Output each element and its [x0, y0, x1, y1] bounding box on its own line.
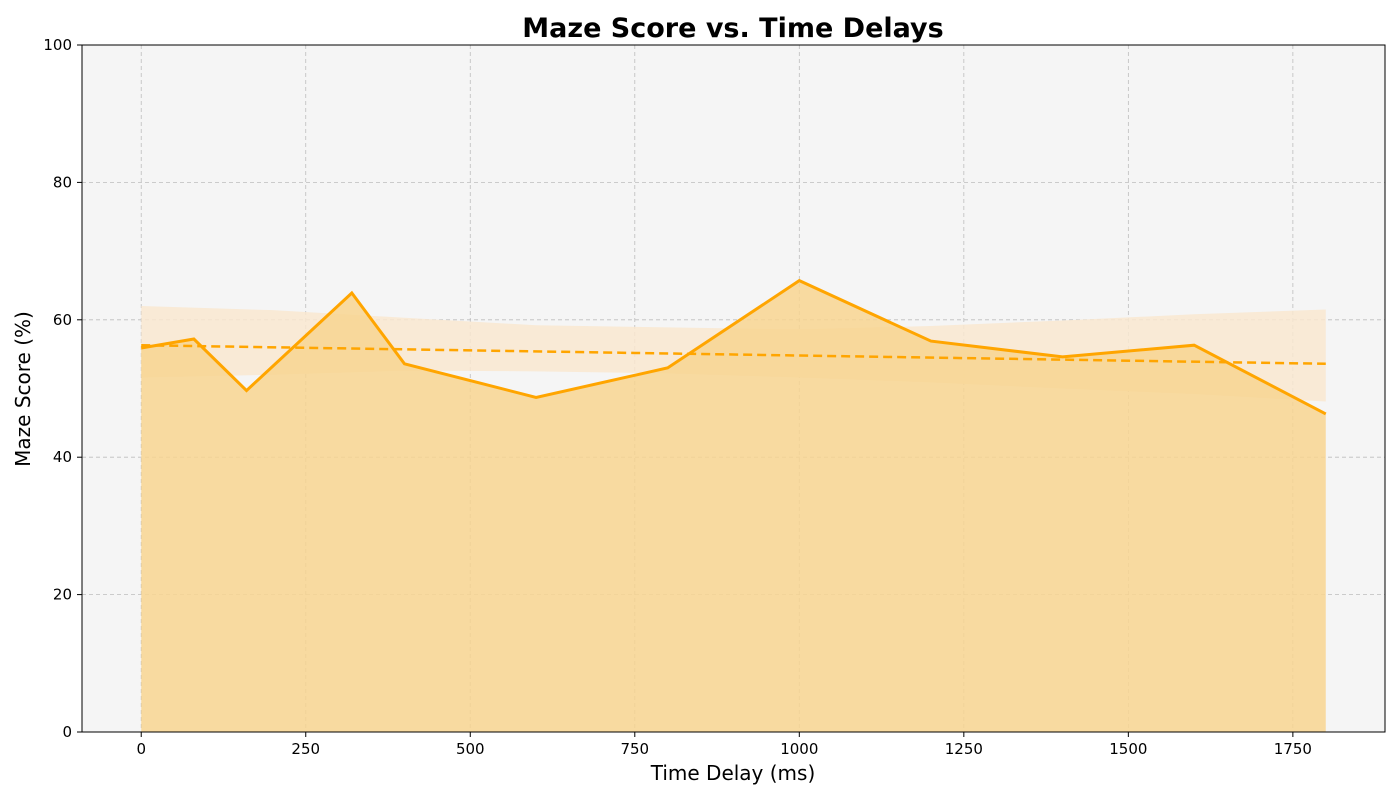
x-axis-ticks: 0 250 500 750 1000 1250 1500 1750: [136, 732, 1312, 758]
y-axis-label: Maze Score (%): [11, 311, 35, 467]
area-under-line: [141, 280, 1326, 732]
y-tick-label: 0: [62, 723, 72, 741]
x-tick-label: 250: [291, 740, 320, 758]
y-axis-ticks: 0 20 40 60 80 100: [43, 36, 82, 741]
y-tick-label: 20: [53, 586, 72, 604]
x-tick-label: 1750: [1274, 740, 1312, 758]
x-axis-label: Time Delay (ms): [650, 761, 816, 785]
x-tick-label: 1000: [780, 740, 818, 758]
x-tick-label: 1500: [1109, 740, 1147, 758]
y-tick-label: 60: [53, 311, 72, 329]
x-tick-label: 0: [136, 740, 146, 758]
plot-frame: [81, 44, 1386, 733]
y-tick-label: 80: [53, 173, 72, 191]
chart-title: Maze Score vs. Time Delays: [522, 13, 943, 44]
x-tick-label: 750: [620, 740, 649, 758]
trend-line: [141, 343, 1326, 366]
series-line: [140, 278, 1327, 416]
trend-line-segment: [141, 343, 1326, 366]
series-polyline: [140, 278, 1327, 416]
y-tick-label: 40: [53, 448, 72, 466]
area-fill: [141, 280, 1326, 732]
x-tick-label: 1250: [945, 740, 983, 758]
x-tick-label: 500: [456, 740, 485, 758]
y-tick-label: 100: [43, 36, 72, 54]
